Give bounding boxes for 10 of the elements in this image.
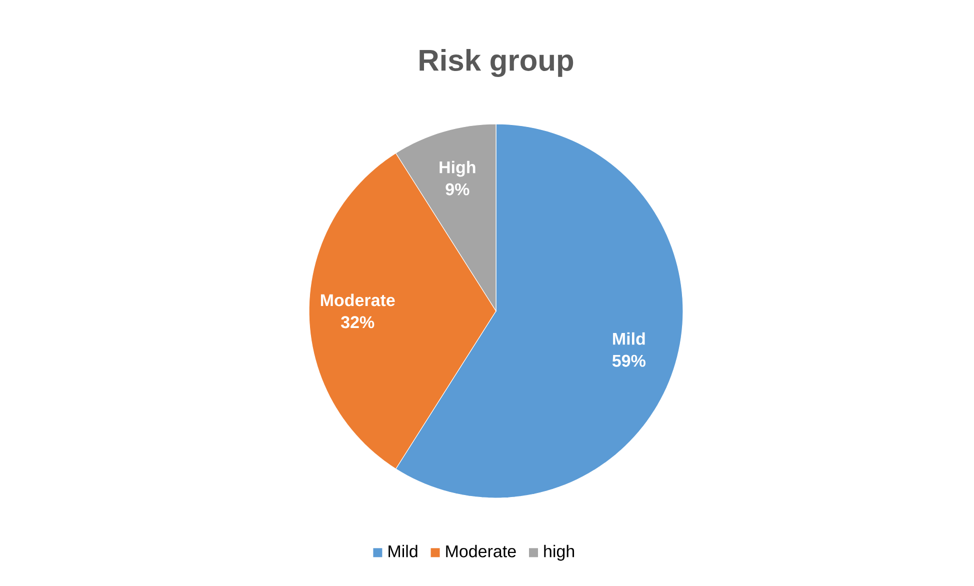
- text: High: [440, 160, 476, 177]
- data-label: 59%: [612, 354, 646, 367]
- legend-label: Moderate: [446, 544, 516, 558]
- legend-label: high: [544, 544, 574, 561]
- data-label: 32%: [340, 316, 374, 328]
- text: Moderate: [320, 294, 395, 306]
- chart-title: Risk group: [420, 48, 574, 78]
- legend-label: Mild: [388, 544, 418, 558]
- data-label: 9%: [446, 183, 470, 196]
- text: Mild: [613, 332, 645, 345]
